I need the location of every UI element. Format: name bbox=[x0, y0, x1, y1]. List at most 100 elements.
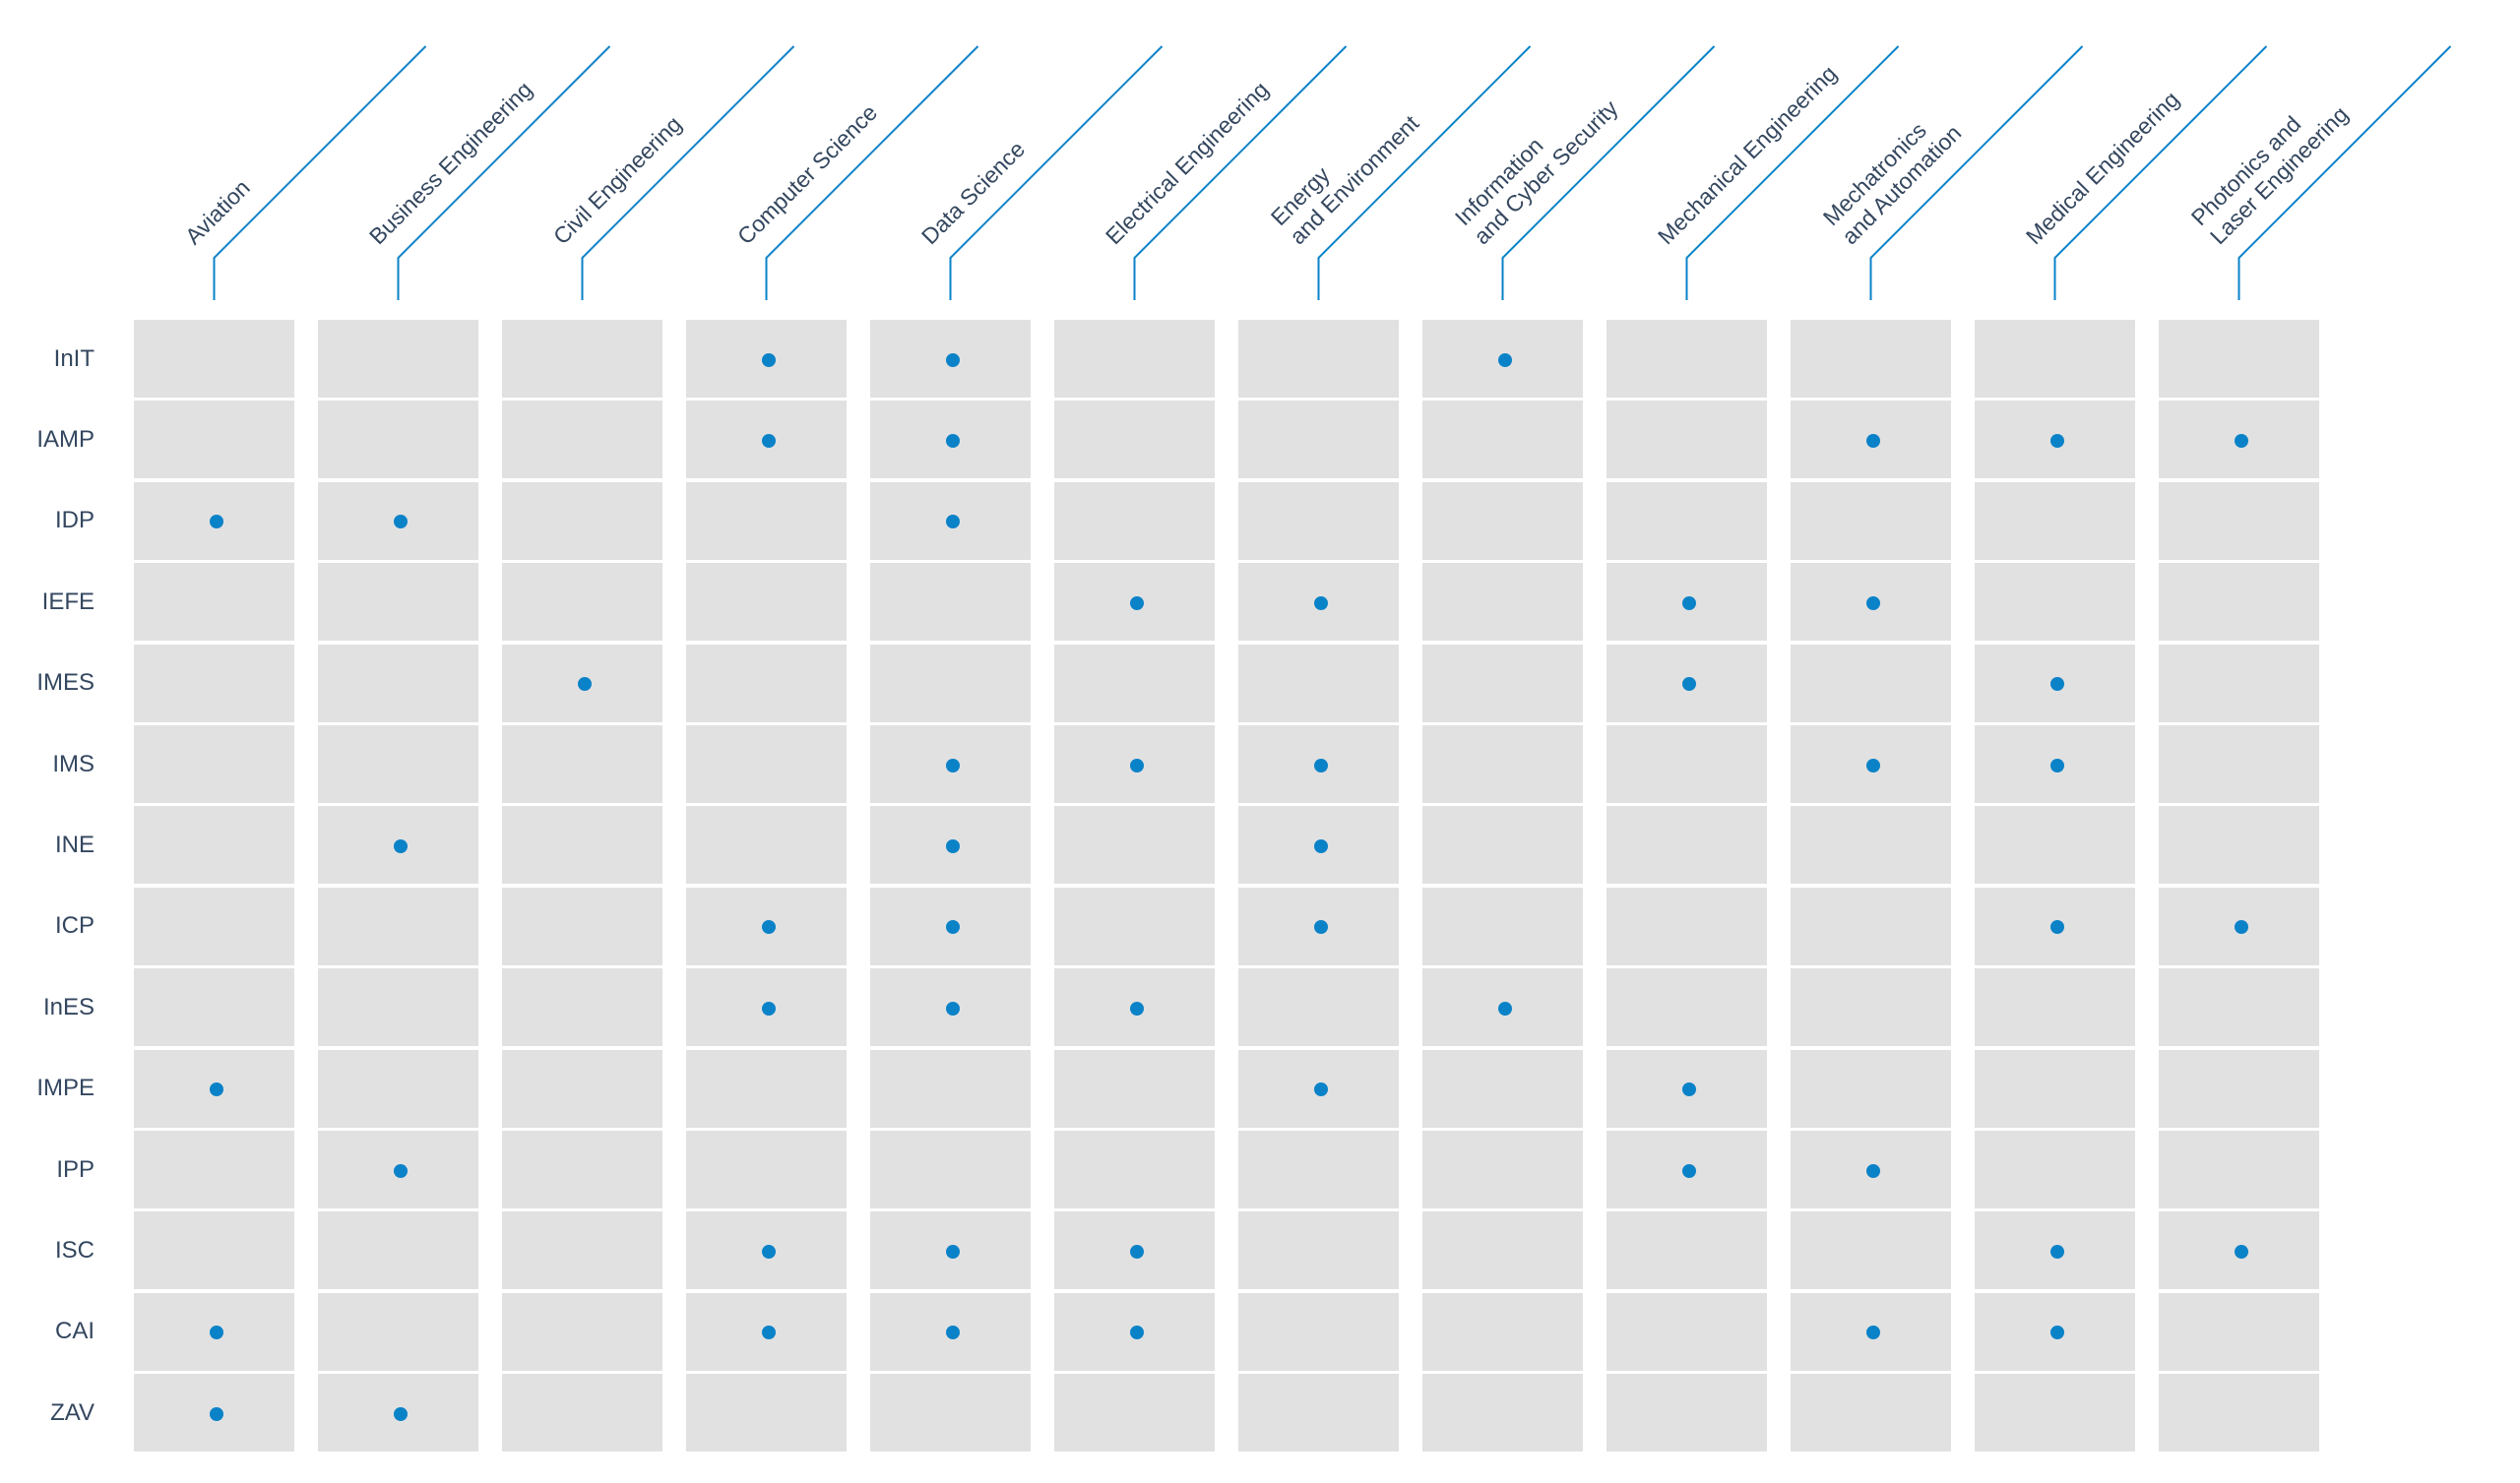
membership-dot bbox=[945, 1001, 960, 1016]
matrix-cell bbox=[1791, 1374, 1951, 1452]
matrix-cell bbox=[1238, 968, 1399, 1047]
row-label: IMES bbox=[36, 669, 94, 697]
matrix-cell bbox=[1975, 1049, 2135, 1128]
matrix-cell bbox=[1606, 806, 1767, 885]
membership-dot bbox=[577, 677, 592, 692]
matrix-cell bbox=[1054, 401, 1215, 479]
membership-dot bbox=[2049, 677, 2064, 692]
membership-dot bbox=[945, 758, 960, 772]
matrix-cell bbox=[134, 806, 294, 885]
matrix-cell bbox=[1238, 1131, 1399, 1208]
matrix-cell bbox=[1606, 1374, 1767, 1452]
matrix-cell bbox=[502, 320, 662, 398]
matrix-cell bbox=[502, 563, 662, 642]
matrix-cell bbox=[1422, 1292, 1583, 1371]
membership-dot bbox=[2049, 433, 2064, 448]
matrix-cell bbox=[134, 563, 294, 642]
membership-dot bbox=[945, 352, 960, 367]
matrix-cell bbox=[2159, 644, 2319, 722]
matrix-cell bbox=[1238, 1374, 1399, 1452]
matrix-cell bbox=[1606, 1211, 1767, 1290]
membership-dot bbox=[209, 1406, 223, 1421]
matrix-cell bbox=[134, 1131, 294, 1208]
row-label: InES bbox=[42, 993, 94, 1020]
matrix-cell bbox=[870, 1131, 1031, 1208]
matrix-cell bbox=[318, 1211, 478, 1290]
matrix-cell bbox=[502, 887, 662, 965]
leader-line bbox=[1869, 45, 2084, 300]
matrix-cell bbox=[686, 481, 847, 560]
leader-line bbox=[581, 45, 795, 300]
row-label: IMS bbox=[52, 750, 94, 777]
matrix-cell bbox=[1422, 806, 1583, 885]
matrix-cell bbox=[134, 887, 294, 965]
matrix-cell bbox=[1975, 481, 2135, 560]
matrix-cell bbox=[1054, 320, 1215, 398]
row-label: ICP bbox=[54, 912, 94, 940]
leader-line bbox=[1501, 45, 1716, 300]
matrix-cell bbox=[1054, 887, 1215, 965]
matrix-cell bbox=[502, 1211, 662, 1290]
matrix-cell bbox=[1054, 1374, 1215, 1452]
matrix-cell bbox=[318, 401, 478, 479]
membership-dot bbox=[1497, 1001, 1512, 1016]
membership-dot bbox=[393, 1406, 408, 1421]
leader-line bbox=[397, 45, 611, 300]
matrix-cell bbox=[502, 806, 662, 885]
matrix-cell bbox=[2159, 481, 2319, 560]
membership-dot bbox=[1681, 1082, 1696, 1097]
membership-dot bbox=[393, 1163, 408, 1178]
matrix-cell bbox=[1238, 401, 1399, 479]
matrix-cell bbox=[318, 320, 478, 398]
matrix-cell bbox=[1238, 320, 1399, 398]
membership-dot bbox=[1129, 1326, 1144, 1340]
matrix-cell bbox=[1054, 644, 1215, 722]
matrix-cell bbox=[1606, 725, 1767, 803]
matrix-cell bbox=[318, 1049, 478, 1128]
matrix-cell bbox=[1238, 644, 1399, 722]
membership-dot bbox=[2049, 1326, 2064, 1340]
matrix-cell bbox=[870, 644, 1031, 722]
matrix-cell bbox=[1422, 1211, 1583, 1290]
matrix-cell bbox=[134, 968, 294, 1047]
matrix-cell bbox=[502, 1131, 662, 1208]
leader-line bbox=[1685, 45, 1900, 300]
matrix-cell bbox=[1606, 320, 1767, 398]
membership-dot bbox=[761, 920, 776, 935]
leader-line bbox=[949, 45, 1164, 300]
row-label: IAMP bbox=[36, 425, 94, 453]
row-label: IPP bbox=[56, 1155, 94, 1183]
matrix-cell bbox=[1606, 401, 1767, 479]
membership-dot bbox=[1129, 1001, 1144, 1016]
leader-line bbox=[2053, 45, 2268, 300]
leader-line bbox=[1133, 45, 1348, 300]
membership-dot bbox=[1313, 758, 1328, 772]
leader-line bbox=[2237, 45, 2452, 300]
matrix-cell bbox=[1791, 481, 1951, 560]
matrix-cell bbox=[2159, 1049, 2319, 1128]
matrix-cell bbox=[1975, 806, 2135, 885]
membership-dot bbox=[1313, 1082, 1328, 1097]
membership-dot bbox=[761, 1326, 776, 1340]
matrix-cell bbox=[686, 1131, 847, 1208]
matrix-cell bbox=[1606, 968, 1767, 1047]
matrix-cell bbox=[134, 1211, 294, 1290]
matrix-cell bbox=[2159, 968, 2319, 1047]
membership-dot bbox=[945, 433, 960, 448]
matrix-cell bbox=[134, 725, 294, 803]
matrix-cell bbox=[686, 1049, 847, 1128]
matrix-cell bbox=[318, 644, 478, 722]
membership-dot bbox=[1497, 352, 1512, 367]
membership-dot bbox=[945, 515, 960, 529]
row-label: IMPE bbox=[36, 1075, 94, 1102]
membership-dot bbox=[1313, 595, 1328, 610]
matrix-cell bbox=[1422, 1049, 1583, 1128]
row-label: InIT bbox=[53, 344, 94, 372]
matrix-cell bbox=[1791, 887, 1951, 965]
matrix-cell bbox=[318, 887, 478, 965]
membership-dot bbox=[1865, 595, 1880, 610]
matrix-cell bbox=[134, 320, 294, 398]
matrix-cell bbox=[318, 563, 478, 642]
membership-dot bbox=[761, 1001, 776, 1016]
matrix-cell bbox=[1422, 1374, 1583, 1452]
